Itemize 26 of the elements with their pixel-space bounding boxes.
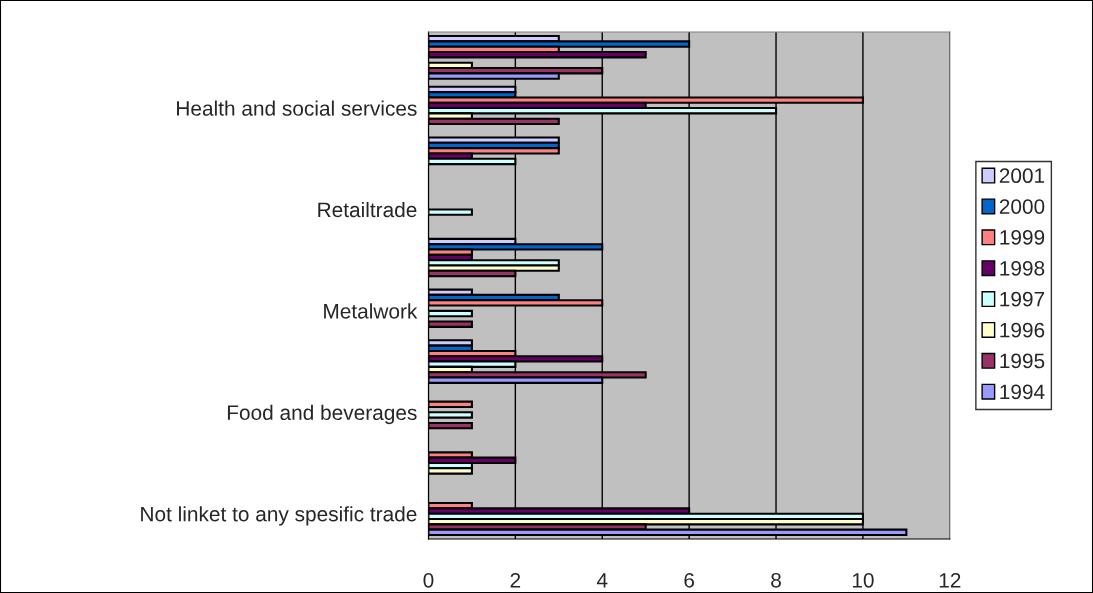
- legend-label: 1998: [1000, 260, 1045, 276]
- x-tick-label: 6: [684, 572, 695, 588]
- y-tick-label: Metalwork: [324, 303, 418, 319]
- bar: [428, 400, 473, 408]
- x-tick-label: 2: [510, 572, 521, 588]
- x-tick-label: 12: [939, 572, 961, 588]
- x-tick-label: 4: [596, 573, 608, 588]
- y-tick-label: Retailtrade: [318, 201, 417, 218]
- bar: [428, 320, 473, 328]
- legend-label: 2001: [999, 168, 1045, 184]
- x-tick-label: 8: [771, 572, 781, 588]
- x-tick-label: 10: [852, 572, 874, 588]
- legend-label: 1997: [1000, 291, 1045, 307]
- x-tick-label: 0: [423, 572, 434, 588]
- y-tick-label: Food and beverages: [227, 404, 417, 425]
- legend-label: 2000: [999, 199, 1045, 214]
- bar: [428, 309, 473, 318]
- legend-label: 1995: [1000, 353, 1045, 369]
- y-tick-label: Health and social services: [177, 100, 417, 116]
- legend-label: 1996: [1000, 322, 1045, 338]
- bar: [428, 208, 473, 216]
- bar: [428, 421, 473, 430]
- legend-label: 1999: [1000, 230, 1045, 245]
- y-tick-label: Not linket to any spesific trade: [141, 506, 417, 526]
- bar: [428, 411, 473, 419]
- legend-label: 1994: [1000, 384, 1045, 400]
